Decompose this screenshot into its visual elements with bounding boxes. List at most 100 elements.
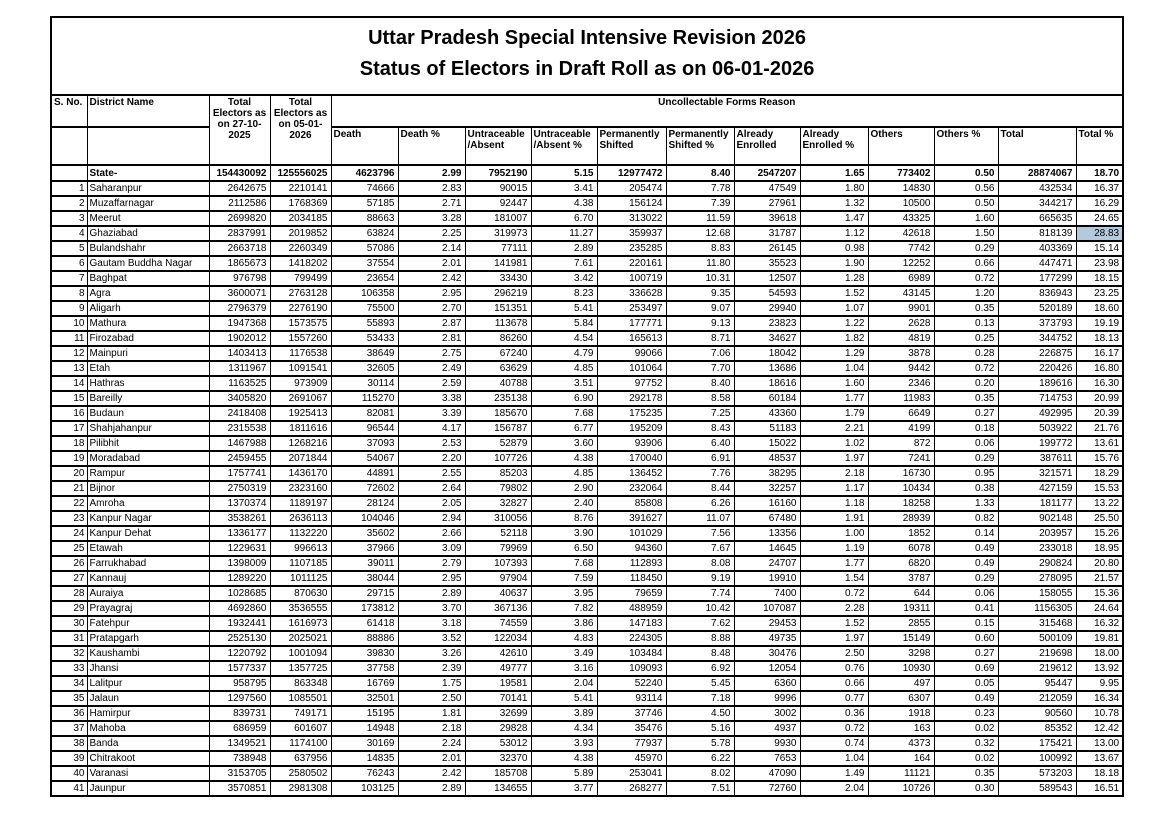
- total-electors-05-01-2026-cell: 1436170: [269, 465, 332, 482]
- others-pct-cell: 0.05: [933, 675, 999, 692]
- district-row: 30 Fatehpur 1932441 1616973 61418 3.18 74559 3.…: [50, 615, 1124, 632]
- district-name-cell: Bulandshahr: [86, 240, 210, 257]
- district-name-cell: Agra: [86, 285, 210, 302]
- total-pct-cell: 16.37: [1075, 180, 1124, 197]
- selected-cell[interactable]: 28.83: [1075, 225, 1124, 242]
- others-pct-cell: 0.06: [933, 585, 999, 602]
- permanently-shifted-cell: 224305: [596, 630, 667, 647]
- total-electors-05-01-2026-cell: 1557260: [269, 330, 332, 347]
- untraceable-absent-cell: 296219: [464, 285, 532, 302]
- permanently-shifted-cell: 109093: [596, 660, 667, 677]
- death-pct-cell: 3.09: [397, 540, 466, 557]
- district-name-cell: Muzaffarnagar: [86, 195, 210, 212]
- header-death: Death: [330, 126, 399, 166]
- total-electors-27-10-2025-cell: 1757741: [208, 465, 271, 482]
- already-enrolled-cell: 32257: [733, 480, 801, 497]
- already-enrolled-pct-cell: 1.77: [799, 390, 869, 407]
- sno-cell: 40: [50, 765, 88, 782]
- total-electors-27-10-2025-cell: 839731: [208, 705, 271, 722]
- permanently-shifted-cell: 232064: [596, 480, 667, 497]
- total-pct-cell: 25.50: [1075, 510, 1124, 527]
- permanently-shifted-pct-cell: 8.44: [665, 480, 735, 497]
- untraceable-absent-cell: 141981: [464, 255, 532, 272]
- already-enrolled-cell: 107087: [733, 600, 801, 617]
- district-name-cell: Bijnor: [86, 480, 210, 497]
- total-cell: 199772: [997, 435, 1077, 452]
- header-others: Others: [867, 126, 935, 166]
- permanently-shifted-pct-cell: 10.42: [665, 600, 735, 617]
- total-electors-27-10-2025-cell: 2459455: [208, 450, 271, 467]
- sno-cell: 3: [50, 210, 88, 227]
- total-electors-27-10-2025-cell: 2663718: [208, 240, 271, 257]
- sno-cell: 14: [50, 375, 88, 392]
- death-cell: 53433: [330, 330, 399, 347]
- district-name-cell: Kannauj: [86, 570, 210, 587]
- sno-cell: 13: [50, 360, 88, 377]
- district-name-cell: Mathura: [86, 315, 210, 332]
- page-title: Uttar Pradesh Special Intensive Revision…: [368, 27, 807, 49]
- sno-cell: 30: [50, 615, 88, 632]
- header-permanently-shifted-pct: Permanently Shifted %: [665, 126, 735, 166]
- district-name-cell: Jalaun: [86, 690, 210, 707]
- district-name-cell: Farrukhabad: [86, 555, 210, 572]
- death-pct-cell: 2.71: [397, 195, 466, 212]
- death-cell: 115270: [330, 390, 399, 407]
- district-row: 10 Mathura 1947368 1573575 55893 2.87 113678 5.…: [50, 315, 1124, 332]
- sno-cell: 17: [50, 420, 88, 437]
- others-cell: 28939: [867, 510, 935, 527]
- others-cell: 43325: [867, 210, 935, 227]
- untraceable-absent-cell: 367136: [464, 600, 532, 617]
- permanently-shifted-cell: 268277: [596, 780, 667, 797]
- permanently-shifted-pct-cell: 7.06: [665, 345, 735, 362]
- death-pct-cell: 2.95: [397, 285, 466, 302]
- total-cell: 278095: [997, 570, 1077, 587]
- already-enrolled-cell: 29940: [733, 300, 801, 317]
- total-cell: 90560: [997, 705, 1077, 722]
- state-sno-cell: [50, 164, 88, 182]
- already-enrolled-cell: 16160: [733, 495, 801, 512]
- permanently-shifted-cell: 77937: [596, 735, 667, 752]
- total-electors-05-01-2026-cell: 1107185: [269, 555, 332, 572]
- others-cell: 7742: [867, 240, 935, 257]
- sno-cell: 37: [50, 720, 88, 737]
- already-enrolled-pct-cell: 1.52: [799, 615, 869, 632]
- others-cell: 3878: [867, 345, 935, 362]
- already-enrolled-cell: 26145: [733, 240, 801, 257]
- already-enrolled-cell: 38295: [733, 465, 801, 482]
- permanently-shifted-pct-cell: 6.91: [665, 450, 735, 467]
- untraceable-absent-cell: 49777: [464, 660, 532, 677]
- others-pct-cell: 0.50: [933, 195, 999, 212]
- death-pct-cell: 1.75: [397, 675, 466, 692]
- district-name-cell: Budaun: [86, 405, 210, 422]
- untraceable-absent-pct-cell: 8.76: [530, 510, 598, 527]
- death-pct-cell: 2.94: [397, 510, 466, 527]
- district-row: 31 Pratapgarh 2525130 2025021 88886 3.52 12203…: [50, 630, 1124, 647]
- death-cell: 14835: [330, 750, 399, 767]
- untraceable-absent-cell: 107726: [464, 450, 532, 467]
- untraceable-absent-cell: 40637: [464, 585, 532, 602]
- district-row: 15 Bareilly 3405820 2691067 115270 3.38 235138…: [50, 390, 1124, 407]
- others-cell: 6307: [867, 690, 935, 707]
- others-pct-cell: 0.35: [933, 390, 999, 407]
- untraceable-absent-pct-cell: 3.95: [530, 585, 598, 602]
- empty-header-cell: [86, 126, 210, 166]
- death-cell: 37093: [330, 435, 399, 452]
- untraceable-absent-pct-cell: 5.41: [530, 690, 598, 707]
- already-enrolled-cell: 18042: [733, 345, 801, 362]
- total-pct-cell: 18.15: [1075, 270, 1124, 287]
- district-row: 36 Hamirpur 839731 749171 15195 1.81 32699 3.89…: [50, 705, 1124, 722]
- already-enrolled-pct-cell: 0.72: [799, 720, 869, 737]
- death-cell: 39830: [330, 645, 399, 662]
- permanently-shifted-cell: 118450: [596, 570, 667, 587]
- untraceable-absent-pct-cell: 4.85: [530, 465, 598, 482]
- header-total-electors-1: Total Electors as on 27-10-2025: [208, 94, 271, 166]
- permanently-shifted-cell: 177771: [596, 315, 667, 332]
- district-name-cell: Hathras: [86, 375, 210, 392]
- district-row: 38 Banda 1349521 1174100 30169 2.24 53012 3.93 7…: [50, 735, 1124, 752]
- header-untraceable-absent-pct: Untraceable /Absent %: [530, 126, 598, 166]
- others-cell: 16730: [867, 465, 935, 482]
- total-pct-cell: 16.30: [1075, 375, 1124, 392]
- district-row: 8 Agra 3600071 2763128 106358 2.95 296219 8.23 3…: [50, 285, 1124, 302]
- untraceable-absent-pct-cell: 4.38: [530, 195, 598, 212]
- untraceable-absent-cell: 33430: [464, 270, 532, 287]
